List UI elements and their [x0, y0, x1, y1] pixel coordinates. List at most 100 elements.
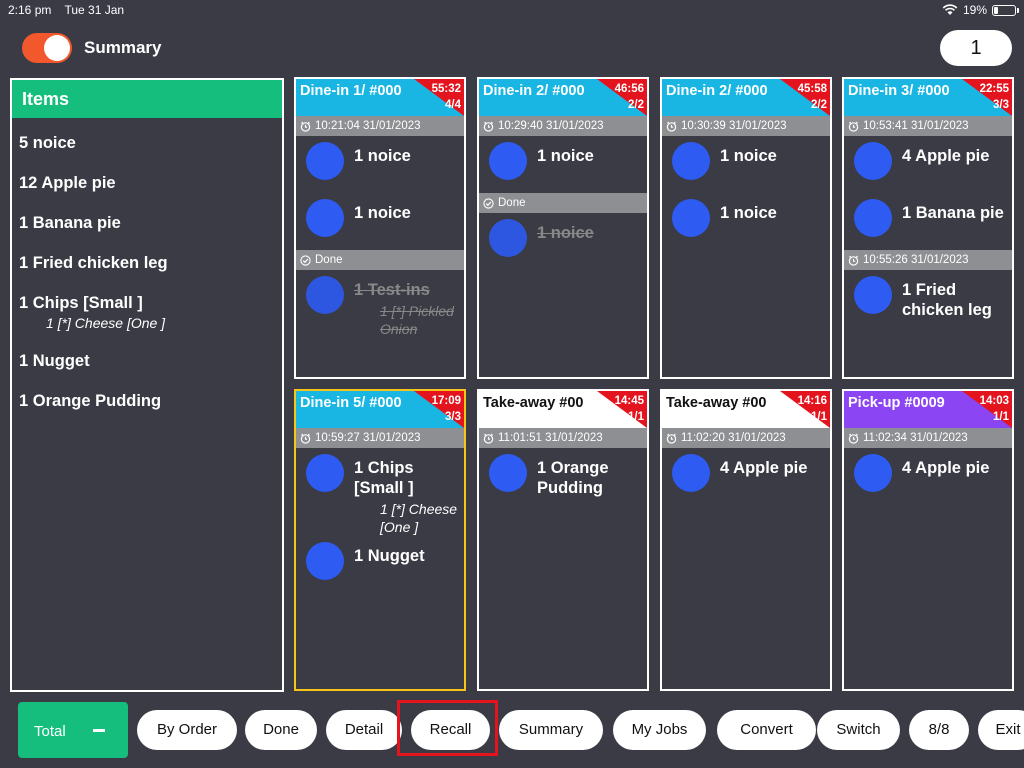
order-card-header: Take-away #00 14:16 1/1 [662, 391, 830, 428]
item-status-dot[interactable] [306, 454, 344, 492]
item-status-dot[interactable] [306, 542, 344, 580]
toolbar-button-exit[interactable]: Exit [978, 710, 1024, 750]
item-status-dot[interactable] [306, 142, 344, 180]
order-line-item-name: 1 noice [354, 204, 411, 222]
order-line-item[interactable]: 1 Fried chicken leg [844, 270, 1012, 327]
order-item-count: 1/1 [811, 411, 827, 423]
order-line-item[interactable]: 1 noice [662, 193, 830, 250]
order-line-item[interactable]: 4 Apple pie [844, 448, 1012, 505]
order-line-item[interactable]: 1 Banana pie [844, 193, 1012, 250]
summary-item-label: 1 Banana pie [19, 214, 121, 232]
item-status-dot[interactable] [489, 142, 527, 180]
order-line-item-name: 4 Apple pie [902, 147, 990, 165]
order-line-item[interactable]: 1 noice [479, 213, 647, 270]
order-line-item[interactable]: 1 noice [296, 136, 464, 193]
counter-badge[interactable]: 1 [940, 30, 1012, 66]
order-card-header: Dine-in 2/ #000 45:58 2/2 [662, 79, 830, 116]
order-card-header: Dine-in 5/ #000 17:09 3/3 [296, 391, 464, 428]
status-date: Tue 31 Jan [64, 3, 125, 17]
order-elapsed-time: 45:58 [797, 83, 827, 95]
timestamp-text: 10:29:40 31/01/2023 [498, 120, 604, 132]
order-line-item[interactable]: 1 Orange Pudding [479, 448, 647, 505]
wifi-icon [942, 4, 958, 15]
summary-item-label: 1 Fried chicken leg [19, 254, 168, 272]
order-line-item[interactable]: 4 Apple pie [844, 136, 1012, 193]
alarm-clock-icon [483, 121, 494, 132]
order-timestamp: 10:59:27 31/01/2023 [296, 428, 464, 448]
order-item-count: 4/4 [445, 99, 461, 111]
toolbar-button-recall[interactable]: Recall [411, 710, 490, 750]
order-card[interactable]: Dine-in 1/ #000 55:32 4/4 10:21:04 31/01/20… [294, 77, 466, 379]
summary-toggle[interactable] [22, 33, 72, 63]
item-status-dot[interactable] [854, 276, 892, 314]
order-line-item[interactable]: 4 Apple pie [662, 448, 830, 505]
check-circle-icon [483, 197, 494, 209]
toolbar-button-detail[interactable]: Detail [326, 710, 402, 750]
timestamp-text: Done [315, 254, 343, 266]
toolbar-button-8-8[interactable]: 8/8 [909, 710, 969, 750]
item-status-dot[interactable] [854, 199, 892, 237]
total-button[interactable]: Total [18, 702, 128, 758]
recall-highlight-box [397, 700, 498, 756]
order-card[interactable]: Dine-in 3/ #000 22:55 3/3 10:53:41 31/01/20… [842, 77, 1014, 379]
order-item-count: 3/3 [993, 99, 1009, 111]
order-card[interactable]: Take-away #00 14:45 1/1 11:01:51 31/01/2023… [477, 389, 649, 691]
order-line-item[interactable]: 1 Chips [Small ] 1 [*] Cheese [One ] [296, 448, 464, 536]
toolbar-button-my-jobs[interactable]: My Jobs [613, 710, 706, 750]
item-status-dot[interactable] [306, 199, 344, 237]
overdue-corner [597, 79, 647, 116]
order-item-count: 3/3 [445, 411, 461, 423]
item-status-dot[interactable] [672, 142, 710, 180]
order-line-item[interactable]: 1 noice [296, 193, 464, 250]
timestamp-text: 11:01:51 31/01/2023 [498, 432, 603, 444]
item-status-dot[interactable] [489, 219, 527, 257]
order-line-item-modifier: 1 [*] Pickled Onion [380, 303, 454, 337]
order-item-count: 2/2 [811, 99, 827, 111]
order-card[interactable]: Dine-in 2/ #000 45:58 2/2 10:30:39 31/01/20… [660, 77, 832, 379]
order-card[interactable]: Dine-in 5/ #000 17:09 3/3 10:59:27 31/01/20… [294, 389, 466, 691]
item-status-dot[interactable] [672, 454, 710, 492]
item-status-dot[interactable] [672, 199, 710, 237]
order-card[interactable]: Dine-in 2/ #000 46:56 2/2 10:29:40 31/01/20… [477, 77, 649, 379]
item-status-dot[interactable] [489, 454, 527, 492]
toolbar-button-switch[interactable]: Switch [817, 710, 900, 750]
order-title: Take-away #00 [483, 395, 584, 411]
order-line-item[interactable]: 1 noice [479, 136, 647, 193]
summary-item-label: 1 Orange Pudding [19, 392, 162, 410]
toolbar-button-convert[interactable]: Convert [717, 710, 816, 750]
item-status-dot[interactable] [854, 142, 892, 180]
summary-item: 1 Orange Pudding [19, 392, 282, 411]
summary-item: 12 Apple pie [19, 174, 282, 193]
alarm-clock-icon [666, 121, 677, 132]
order-item-count: 2/2 [628, 99, 644, 111]
order-card[interactable]: Pick-up #0009 14:03 1/1 11:02:34 31/01/2023… [842, 389, 1014, 691]
timestamp-text: 10:59:27 31/01/2023 [315, 432, 421, 444]
order-elapsed-time: 14:03 [979, 395, 1009, 407]
toolbar-button-by-order[interactable]: By Order [137, 710, 237, 750]
timestamp-text: 10:21:04 31/01/2023 [315, 120, 421, 132]
order-title: Pick-up #0009 [848, 395, 945, 411]
order-item-count: 1/1 [993, 411, 1009, 423]
order-elapsed-time: 55:32 [431, 83, 461, 95]
order-card[interactable]: Take-away #00 14:16 1/1 11:02:20 31/01/2023… [660, 389, 832, 691]
order-line-item[interactable]: 1 Test-ins 1 [*] Pickled Onion [296, 270, 464, 338]
order-line-item[interactable]: 1 Nugget [296, 536, 464, 593]
item-status-dot[interactable] [854, 454, 892, 492]
summary-item: 1 Banana pie [19, 214, 282, 233]
order-card-header: Dine-in 1/ #000 55:32 4/4 [296, 79, 464, 116]
toolbar-button-done[interactable]: Done [245, 710, 317, 750]
order-line-item-name: 4 Apple pie [720, 459, 808, 477]
summary-item-modifier: 1 [*] Cheese [One ] [46, 315, 166, 331]
order-title: Dine-in 1/ #000 [300, 83, 402, 99]
item-status-dot[interactable] [306, 276, 344, 314]
toolbar-button-summary[interactable]: Summary [499, 710, 603, 750]
order-title: Dine-in 5/ #000 [300, 395, 402, 411]
overdue-corner [597, 391, 647, 428]
order-title: Dine-in 3/ #000 [848, 83, 950, 99]
order-card-header: Pick-up #0009 14:03 1/1 [844, 391, 1012, 428]
summary-item: 1 Fried chicken leg [19, 254, 282, 273]
summary-label: Summary [84, 38, 162, 57]
order-elapsed-time: 14:45 [614, 395, 644, 407]
order-line-item[interactable]: 1 noice [662, 136, 830, 193]
summary-item: 5 noice [19, 134, 282, 153]
